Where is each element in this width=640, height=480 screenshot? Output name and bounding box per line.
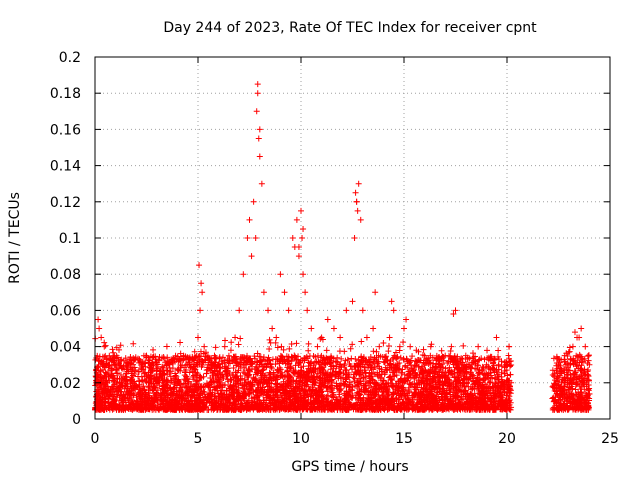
noise-point xyxy=(191,366,198,373)
noise-point xyxy=(347,345,354,352)
y-axis-title: ROTI / TECUs xyxy=(7,192,23,284)
noise-point xyxy=(266,346,273,353)
noise-point xyxy=(102,342,109,349)
noise-point xyxy=(260,354,267,361)
noise-point xyxy=(274,344,281,351)
noise-point xyxy=(305,340,312,347)
noise-point xyxy=(352,355,359,362)
noise-point xyxy=(444,360,451,367)
noise-point xyxy=(486,379,493,386)
noise-point xyxy=(348,355,355,362)
noise-point xyxy=(465,383,472,390)
noise-point xyxy=(392,349,399,356)
noise-point xyxy=(495,347,502,354)
noise-point xyxy=(350,374,357,381)
noise-point xyxy=(438,347,445,354)
noise-point xyxy=(385,348,392,355)
noise-point xyxy=(222,337,229,344)
noise-point xyxy=(177,339,184,346)
noise-point xyxy=(237,335,244,342)
noise-point xyxy=(163,343,170,350)
noise-point xyxy=(300,363,307,370)
noise-point xyxy=(314,352,321,359)
noise-point xyxy=(305,347,312,354)
noise-point xyxy=(493,334,500,341)
noise-point xyxy=(130,340,137,347)
noise-point xyxy=(400,339,407,346)
noise-point xyxy=(484,347,491,354)
noise-point xyxy=(113,344,120,351)
noise-point xyxy=(117,342,124,349)
noise-point xyxy=(150,346,157,353)
noise-point xyxy=(468,386,475,393)
noise-point xyxy=(317,335,324,342)
noise-point xyxy=(383,353,390,360)
noise-point xyxy=(341,348,348,355)
noise-point xyxy=(338,355,345,362)
noise-point xyxy=(280,346,287,353)
noise-point xyxy=(362,381,369,388)
noise-point xyxy=(228,339,235,346)
x-axis-title: GPS time / hours xyxy=(291,459,408,475)
noise-point xyxy=(127,354,134,361)
noise-point xyxy=(191,348,198,355)
noise-point xyxy=(293,340,300,347)
noise-point xyxy=(409,353,416,360)
chart-title: Day 244 of 2023, Rate Of TEC Index for r… xyxy=(163,20,537,36)
data-points xyxy=(92,81,593,413)
noise-point xyxy=(358,338,365,345)
noise-point xyxy=(278,343,285,350)
noise-point xyxy=(110,349,117,356)
noise-point xyxy=(460,342,467,349)
noise-point xyxy=(454,353,461,360)
noise-point xyxy=(136,377,143,384)
noise-point xyxy=(349,341,356,348)
noise-point xyxy=(420,346,427,353)
noise-point xyxy=(266,336,273,343)
noise-point xyxy=(370,348,377,355)
noise-point xyxy=(507,371,514,378)
noise-point xyxy=(286,345,293,352)
noise-point xyxy=(235,341,242,348)
noise-point xyxy=(212,344,219,351)
noise-point xyxy=(385,342,392,349)
noise-point xyxy=(498,358,505,365)
noise-point xyxy=(308,358,315,365)
noise-point xyxy=(225,352,232,359)
noise-point xyxy=(323,347,330,354)
